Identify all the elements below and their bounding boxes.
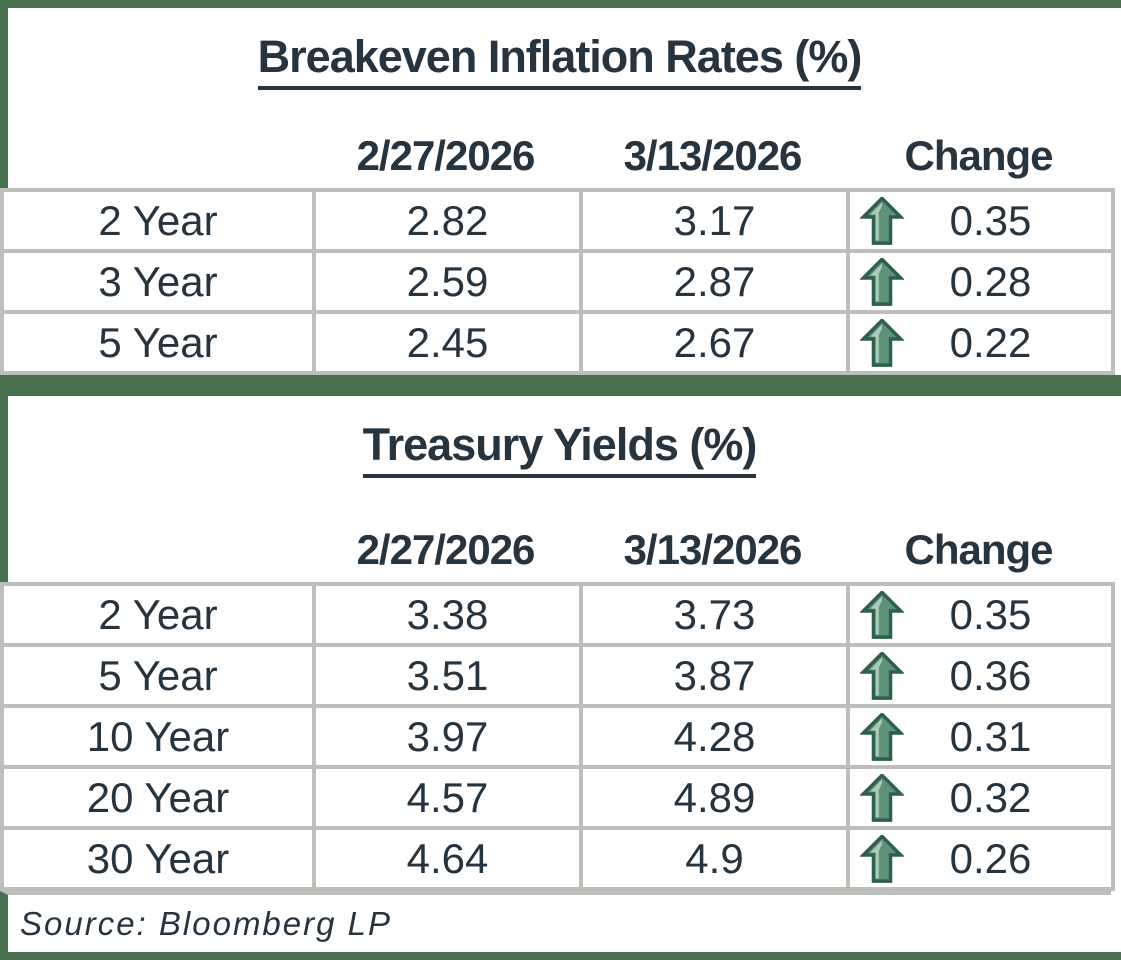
up-arrow-icon xyxy=(860,196,904,245)
change-value: 0.28 xyxy=(949,257,1032,305)
curr-date-value: 4.89 xyxy=(579,765,850,830)
up-arrow-icon xyxy=(860,834,904,883)
change-cell: 0.35 xyxy=(846,188,1115,253)
change-cell: 0.31 xyxy=(846,704,1115,769)
change-cell: 0.35 xyxy=(846,582,1115,647)
table-row: 3 Year 2.59 2.87 0.28 xyxy=(0,249,1115,314)
change-value: 0.36 xyxy=(949,651,1032,699)
curr-date-value: 3.87 xyxy=(579,643,850,708)
curr-date-value: 2.87 xyxy=(579,249,850,314)
up-arrow-icon xyxy=(860,257,904,306)
table-row: 5 Year 2.45 2.67 0.22 xyxy=(0,310,1115,375)
source-text: Source: Bloomberg LP xyxy=(20,904,393,942)
prev-date-value: 3.38 xyxy=(312,582,583,647)
breakeven-column-headers: 2/27/2026 3/13/2026 Change xyxy=(8,132,1121,188)
change-value: 0.35 xyxy=(949,196,1032,244)
column-header-spacer xyxy=(8,132,312,180)
column-header-spacer xyxy=(8,526,312,574)
up-arrow-icon xyxy=(860,257,904,306)
curr-date-value: 3.17 xyxy=(579,188,850,253)
table-row: 2 Year 2.82 3.17 0.35 xyxy=(0,188,1115,253)
prev-date-value: 2.45 xyxy=(312,310,583,375)
up-arrow-icon xyxy=(860,590,904,639)
maturity-label: 3 Year xyxy=(0,249,316,314)
treasury-column-headers: 2/27/2026 3/13/2026 Change xyxy=(8,526,1121,582)
up-arrow-icon xyxy=(860,651,904,700)
maturity-label: 5 Year xyxy=(0,310,316,375)
up-arrow-icon xyxy=(860,318,904,367)
prev-date-value: 4.57 xyxy=(312,765,583,830)
bottom-border-strip xyxy=(0,952,1121,960)
breakeven-table-title: Breakeven Inflation Rates (%) xyxy=(257,32,862,90)
maturity-label: 20 Year xyxy=(0,765,316,830)
change-cell: 0.28 xyxy=(846,249,1115,314)
table-row: 2 Year 3.38 3.73 0.35 xyxy=(0,582,1115,647)
change-value: 0.22 xyxy=(949,318,1032,366)
change-cell: 0.26 xyxy=(846,826,1115,891)
prev-date-value: 3.51 xyxy=(312,643,583,708)
column-header-change: Change xyxy=(904,526,1053,573)
change-cell: 0.22 xyxy=(846,310,1115,375)
up-arrow-icon xyxy=(860,590,904,639)
table-row: 30 Year 4.64 4.9 0.26 xyxy=(0,826,1115,891)
change-cell: 0.32 xyxy=(846,765,1115,830)
table-row: 5 Year 3.51 3.87 0.36 xyxy=(0,643,1115,708)
up-arrow-icon xyxy=(860,196,904,245)
treasury-table-title: Treasury Yields (%) xyxy=(362,420,757,478)
treasury-header-section: Treasury Yields (%) 2/27/2026 3/13/2026 … xyxy=(0,396,1121,582)
curr-date-value: 3.73 xyxy=(579,582,850,647)
change-value: 0.32 xyxy=(949,773,1032,821)
maturity-label: 2 Year xyxy=(0,188,316,253)
maturity-label: 5 Year xyxy=(0,643,316,708)
column-header-change: Change xyxy=(904,132,1053,179)
up-arrow-icon xyxy=(860,773,904,822)
up-arrow-icon xyxy=(860,651,904,700)
table-divider-strip xyxy=(0,375,1121,396)
up-arrow-icon xyxy=(860,318,904,367)
prev-date-value: 2.59 xyxy=(312,249,583,314)
change-value: 0.26 xyxy=(949,834,1032,882)
change-cell: 0.36 xyxy=(846,643,1115,708)
treasury-table: 2 Year 3.38 3.73 0.35 5 Year 3.51 3.87 0.36 10 Y… xyxy=(0,582,1115,891)
column-header-date-2: 3/13/2026 xyxy=(623,132,803,179)
up-arrow-icon xyxy=(860,712,904,761)
curr-date-value: 2.67 xyxy=(579,310,850,375)
up-arrow-icon xyxy=(860,712,904,761)
column-header-date-2: 3/13/2026 xyxy=(623,526,803,573)
source-row: Source: Bloomberg LP xyxy=(0,891,1111,952)
column-header-date-1: 2/27/2026 xyxy=(356,132,536,179)
change-value: 0.35 xyxy=(949,590,1032,638)
top-border-strip xyxy=(0,0,1121,8)
maturity-label: 10 Year xyxy=(0,704,316,769)
change-value: 0.31 xyxy=(949,712,1032,760)
column-header-date-1: 2/27/2026 xyxy=(356,526,536,573)
table-row: 20 Year 4.57 4.89 0.32 xyxy=(0,765,1115,830)
breakeven-table: 2 Year 2.82 3.17 0.35 3 Year 2.59 2.87 0.28 5 Ye… xyxy=(0,188,1115,375)
prev-date-value: 4.64 xyxy=(312,826,583,891)
maturity-label: 2 Year xyxy=(0,582,316,647)
up-arrow-icon xyxy=(860,834,904,883)
curr-date-value: 4.28 xyxy=(579,704,850,769)
prev-date-value: 3.97 xyxy=(312,704,583,769)
breakeven-header-section: Breakeven Inflation Rates (%) 2/27/2026 … xyxy=(0,8,1121,188)
curr-date-value: 4.9 xyxy=(579,826,850,891)
maturity-label: 30 Year xyxy=(0,826,316,891)
prev-date-value: 2.82 xyxy=(312,188,583,253)
up-arrow-icon xyxy=(860,773,904,822)
table-row: 10 Year 3.97 4.28 0.31 xyxy=(0,704,1115,769)
